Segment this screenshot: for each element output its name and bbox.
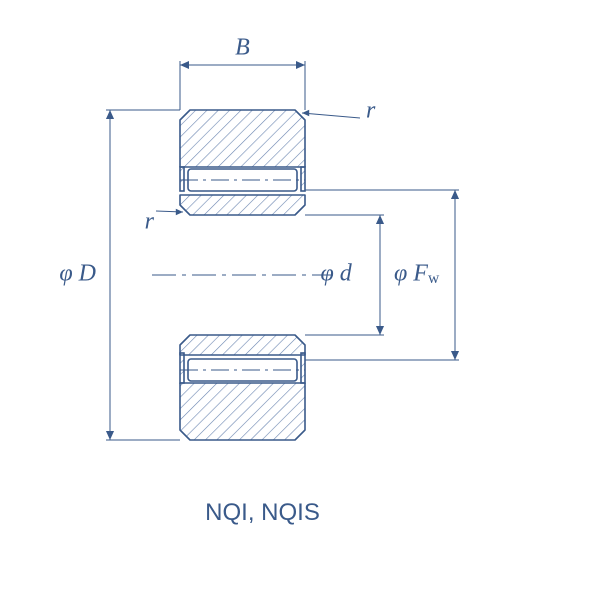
svg-text:B: B bbox=[235, 35, 250, 61]
svg-text:r: r bbox=[366, 98, 376, 124]
svg-text:φ d: φ d bbox=[321, 261, 353, 287]
svg-text:r: r bbox=[145, 209, 155, 235]
svg-text:φ Fw: φ Fw bbox=[394, 261, 440, 287]
bearing-cross-section-diagram: Br r φ D φ d φ Fw NQI, NQIS bbox=[0, 0, 600, 600]
diagram-caption: NQI, NQIS bbox=[205, 499, 320, 526]
svg-text:φ D: φ D bbox=[59, 261, 96, 287]
